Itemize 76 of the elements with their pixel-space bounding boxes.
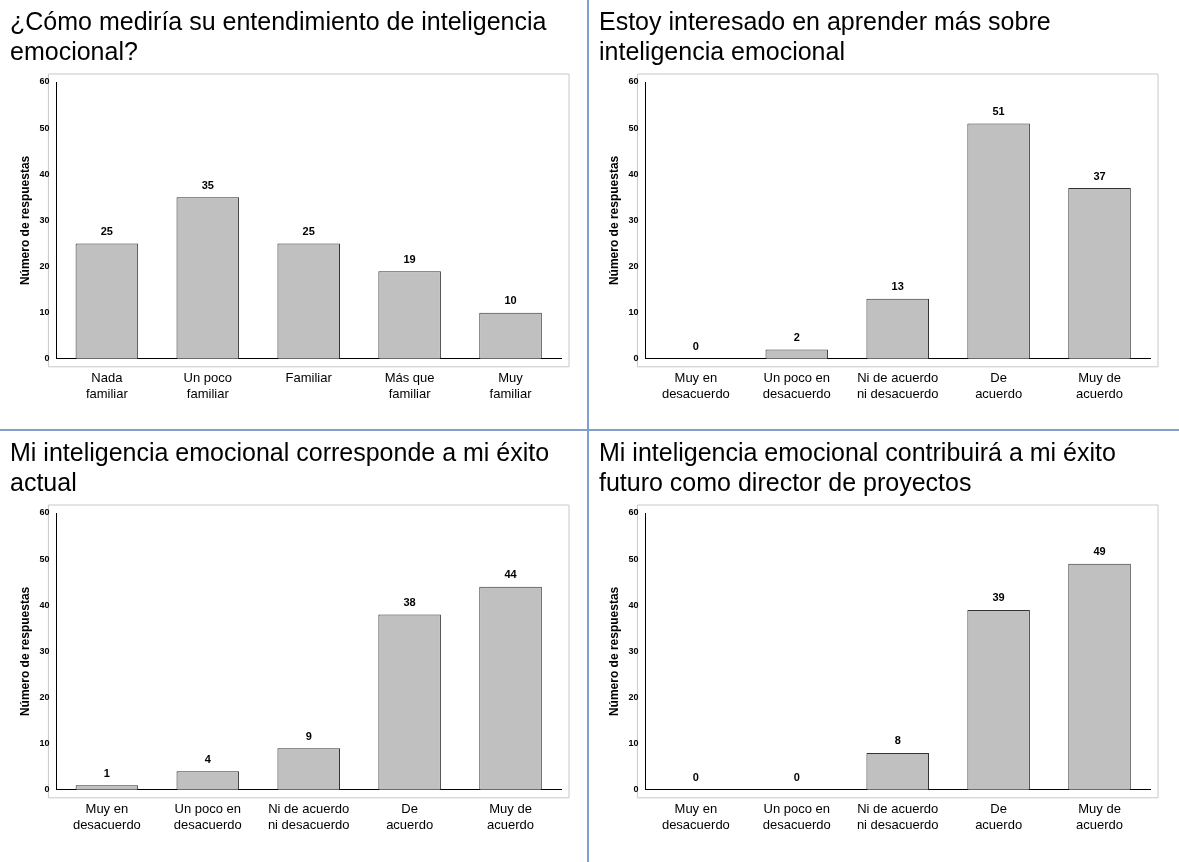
y-tick-label: 0: [633, 784, 639, 795]
y-tick-label: 30: [628, 214, 639, 225]
x-tick-label: Nada familiar: [85, 370, 129, 401]
y-axis-title: Número de respuestas: [17, 155, 32, 286]
data-label: 8: [894, 734, 901, 747]
data-label: 37: [1093, 169, 1106, 182]
y-axis-title: Número de respuestas: [606, 586, 621, 717]
data-label: 35: [201, 178, 214, 191]
x-tick-label: Ni de acuerdo ni desacuerdo: [856, 370, 939, 401]
data-label: 13: [891, 280, 904, 293]
y-tick-label: 60: [39, 507, 50, 518]
data-label: 25: [302, 225, 315, 237]
data-label: 51: [992, 105, 1005, 118]
x-tick-label: De acuerdo: [975, 370, 1023, 401]
x-tick-label: Ni de acuerdo ni desacuerdo: [267, 801, 350, 832]
y-tick-label: 20: [628, 261, 639, 272]
x-tick-label: Un poco en desacuerdo: [762, 370, 831, 401]
y-tick-label: 60: [628, 76, 639, 87]
y-tick-label: 40: [39, 599, 50, 610]
y-tick-label: 30: [39, 645, 50, 656]
y-tick-label: 30: [628, 645, 639, 656]
y-tick-label: 0: [44, 353, 50, 364]
data-label: 38: [403, 596, 416, 609]
data-label: 4: [204, 752, 212, 765]
data-label: 0: [793, 771, 800, 784]
y-axis-title: Número de respuestas: [606, 155, 621, 286]
x-tick-label: De acuerdo: [975, 801, 1023, 832]
y-tick-label: 30: [39, 214, 50, 225]
x-tick-label: Muy en desacuerdo: [661, 801, 730, 832]
data-label: 49: [1093, 545, 1106, 558]
y-tick-label: 10: [39, 307, 50, 318]
y-tick-label: 50: [39, 122, 50, 133]
data-label: 39: [992, 591, 1005, 604]
x-tick-label: Ni de acuerdo ni desacuerdo: [856, 801, 939, 832]
y-tick-label: 0: [44, 784, 50, 795]
y-tick-label: 10: [39, 738, 50, 749]
data-label: 19: [403, 252, 416, 265]
chart-title: ¿Cómo mediría su entendimiento de inteligencia emocional?: [10, 6, 548, 67]
x-tick-label: Muy de acuerdo: [487, 801, 535, 832]
x-tick-label: Un poco en desacuerdo: [762, 801, 831, 832]
y-axis-title: Número de respuestas: [17, 586, 32, 717]
x-tick-label: De acuerdo: [386, 801, 434, 832]
data-label: 0: [692, 771, 699, 784]
y-tick-label: 10: [628, 307, 639, 318]
x-tick-label: Muy en desacuerdo: [72, 801, 141, 832]
y-tick-label: 10: [628, 738, 639, 749]
data-label: 0: [692, 340, 699, 353]
y-tick-label: 40: [39, 168, 50, 179]
chart-title: Mi inteligencia emocional contribuirá a mi éxito futuro como director de proyectos: [599, 437, 1117, 498]
chart-title: Mi inteligencia emocional corresponde a mi éxito actual: [10, 437, 551, 498]
data-label: 25: [100, 225, 113, 237]
y-tick-label: 50: [628, 122, 639, 133]
x-tick-label: Muy de acuerdo: [1076, 801, 1124, 832]
x-tick-label: Un poco familiar: [183, 370, 232, 401]
y-tick-label: 50: [39, 553, 50, 564]
y-tick-label: 20: [628, 692, 639, 703]
data-label: 9: [305, 729, 312, 742]
x-tick-label: Muy en desacuerdo: [661, 370, 730, 401]
y-tick-label: 20: [39, 692, 50, 703]
x-tick-label: Muy familiar: [489, 370, 533, 401]
x-tick-label: Un poco en desacuerdo: [173, 801, 242, 832]
y-tick-label: 20: [39, 261, 50, 272]
data-label: 44: [504, 568, 518, 581]
y-tick-label: 0: [633, 353, 639, 364]
y-tick-label: 60: [628, 507, 639, 518]
chart-title: Estoy interesado en aprender más sobre inteligencia emocional: [599, 6, 1052, 67]
x-tick-label: Familiar: [285, 370, 333, 386]
data-label: 10: [504, 294, 517, 307]
y-tick-label: 50: [628, 553, 639, 564]
x-tick-label: Muy de acuerdo: [1076, 370, 1124, 401]
x-tick-label: Más que familiar: [384, 370, 435, 401]
data-label: 1: [103, 766, 110, 779]
data-label: 2: [793, 331, 800, 344]
y-tick-label: 40: [628, 599, 639, 610]
y-tick-label: 60: [39, 76, 50, 87]
y-tick-label: 40: [628, 168, 639, 179]
